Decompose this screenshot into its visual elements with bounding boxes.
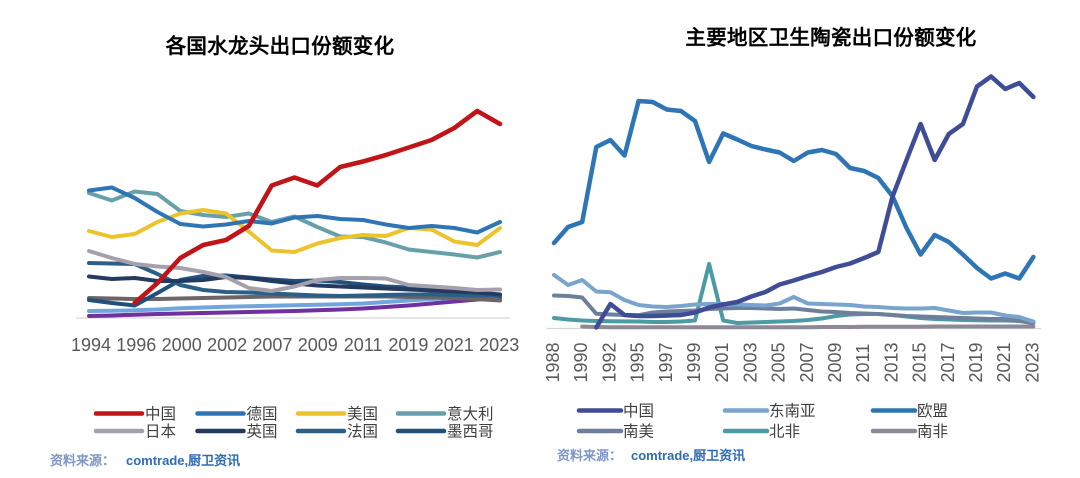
svg-text:德国: 德国: [247, 405, 278, 423]
svg-text:2007: 2007: [252, 335, 292, 355]
svg-text:英国: 英国: [247, 423, 278, 441]
svg-text:1990: 1990: [571, 342, 591, 382]
svg-text:1992: 1992: [599, 342, 619, 382]
svg-text:2015: 2015: [910, 342, 930, 382]
svg-text:2003: 2003: [740, 342, 760, 382]
svg-text:2009: 2009: [298, 335, 338, 355]
svg-text:主要地区卫生陶瓷出口份额变化: 主要地区卫生陶瓷出口份额变化: [685, 26, 976, 50]
svg-text:1995: 1995: [628, 342, 648, 382]
svg-text:2021: 2021: [434, 335, 474, 355]
svg-text:1996: 1996: [116, 335, 156, 355]
svg-text:法国: 法国: [347, 423, 378, 441]
svg-text:南非: 南非: [917, 423, 948, 441]
svg-text:2002: 2002: [207, 335, 247, 355]
svg-text:2023: 2023: [479, 335, 519, 355]
svg-text:各国水龙头出口份额变化: 各国水龙头出口份额变化: [165, 34, 395, 58]
svg-text:1988: 1988: [543, 342, 563, 382]
svg-text:2019: 2019: [966, 342, 986, 382]
svg-text:资料来源：comtrade,厨卫资讯: 资料来源： comtrade,厨卫资讯: [50, 453, 240, 468]
svg-text:南美: 南美: [623, 423, 654, 441]
svg-text:欧盟: 欧盟: [917, 402, 948, 420]
svg-text:2005: 2005: [769, 342, 789, 382]
svg-text:北非: 北非: [769, 423, 800, 441]
svg-text:1997: 1997: [656, 342, 676, 382]
svg-text:2009: 2009: [825, 342, 845, 382]
svg-text:2023: 2023: [1022, 342, 1042, 382]
svg-text:中国: 中国: [623, 402, 654, 420]
svg-text:资料来源：comtrade,厨卫资讯: 资料来源： comtrade,厨卫资讯: [557, 448, 745, 463]
svg-text:东南亚: 东南亚: [769, 402, 816, 420]
svg-text:美国: 美国: [347, 405, 378, 423]
svg-text:2021: 2021: [994, 342, 1014, 382]
svg-text:2019: 2019: [388, 335, 428, 355]
svg-text:2011: 2011: [344, 335, 383, 355]
svg-text:2013: 2013: [881, 342, 901, 382]
svg-text:1999: 1999: [684, 342, 704, 382]
svg-text:2011: 2011: [853, 344, 873, 383]
svg-text:日本: 日本: [145, 423, 176, 441]
svg-text:2007: 2007: [797, 342, 817, 382]
svg-text:墨西哥: 墨西哥: [447, 424, 494, 441]
svg-text:2001: 2001: [712, 342, 732, 382]
svg-text:2000: 2000: [162, 335, 202, 355]
svg-text:1994: 1994: [71, 335, 111, 355]
svg-text:2017: 2017: [938, 342, 958, 382]
svg-text:中国: 中国: [145, 405, 176, 423]
svg-text:意大利: 意大利: [447, 404, 494, 423]
